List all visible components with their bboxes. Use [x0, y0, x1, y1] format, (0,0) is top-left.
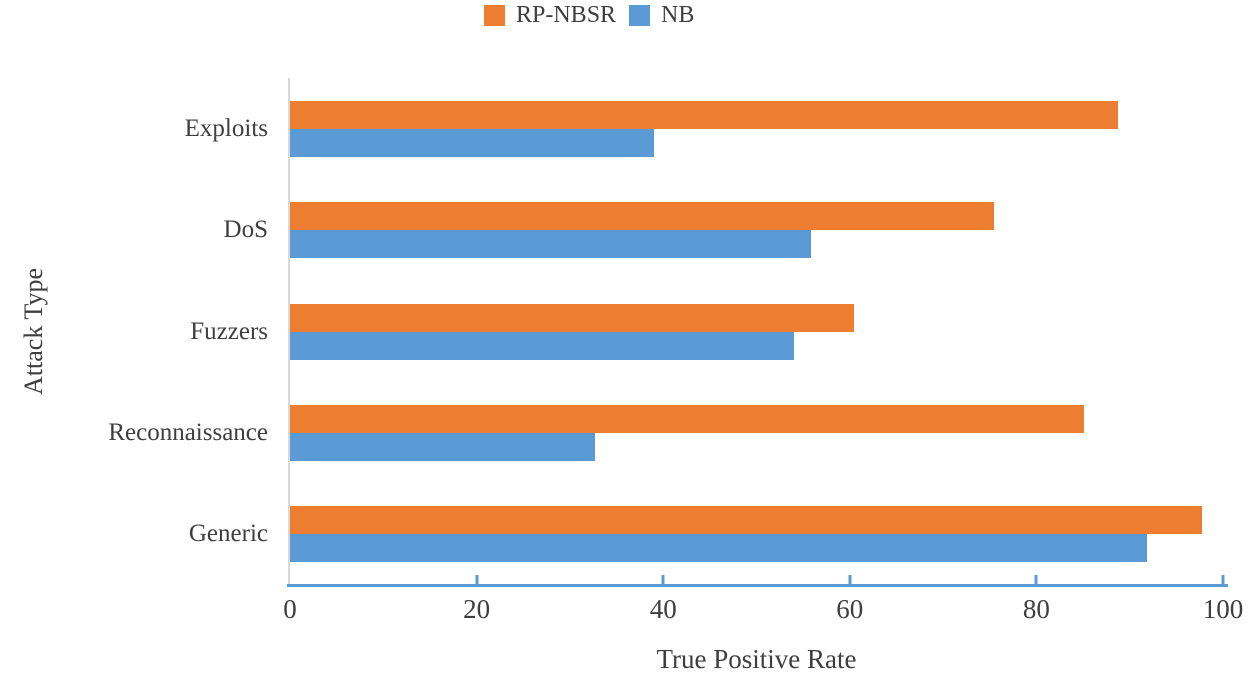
bar-rp-nbsr-exploits [290, 100, 1118, 129]
tick-mark-60 [848, 575, 852, 584]
category-row-dos: DoS [0, 179, 268, 280]
bars-area [290, 78, 1223, 585]
legend-item-nb: NB [629, 2, 694, 29]
legend-label-nb: NB [661, 2, 695, 28]
tick-label-80: 80 [1022, 594, 1050, 624]
x-axis-line [287, 584, 1228, 587]
bar-nb-exploits [290, 128, 654, 157]
category-row-reconnaissance: Reconnaissance [0, 382, 268, 483]
x-axis-title: True Positive Rate [656, 644, 857, 674]
bar-group-exploits [290, 78, 1223, 179]
bar-nb-dos [290, 230, 811, 259]
bar-nb-fuzzers [290, 331, 794, 360]
tick-label-100: 100 [1202, 594, 1244, 624]
tick-label-60: 60 [836, 594, 864, 624]
tick-mark-100 [1221, 575, 1225, 584]
legend: RP-NBSR NB [484, 2, 694, 29]
plot-area [287, 78, 1228, 587]
y-axis-line [288, 78, 290, 587]
category-label-generic: Generic [188, 520, 268, 548]
tick-mark-20 [475, 575, 479, 584]
tick-mark-40 [661, 575, 665, 584]
bar-rp-nbsr-generic [290, 506, 1203, 535]
legend-label-rp-nbsr: RP-NBSR [516, 2, 617, 28]
bar-rp-nbsr-dos [290, 202, 995, 231]
category-label-dos: DoS [223, 216, 268, 244]
bar-group-fuzzers [290, 281, 1223, 382]
bar-group-reconnaissance [290, 382, 1223, 483]
legend-item-rp-nbsr: RP-NBSR [484, 2, 616, 29]
legend-swatch-nb [629, 5, 651, 26]
category-label-reconnaissance: Reconnaissance [108, 418, 268, 446]
bar-group-dos [290, 179, 1223, 280]
category-row-generic: Generic [0, 484, 268, 585]
bar-nb-reconnaissance [290, 432, 596, 461]
bar-nb-generic [290, 534, 1148, 563]
bar-rp-nbsr-fuzzers [290, 303, 855, 332]
tick-label-40: 40 [649, 594, 677, 624]
x-axis-tick-labels: 0 20 40 60 80 100 [283, 594, 1243, 628]
category-row-exploits: Exploits [0, 78, 268, 179]
category-label-exploits: Exploits [184, 114, 268, 142]
bar-group-generic [290, 484, 1223, 585]
category-row-fuzzers: Fuzzers [0, 281, 268, 382]
category-label-fuzzers: Fuzzers [190, 317, 268, 345]
bar-rp-nbsr-reconnaissance [290, 404, 1084, 433]
legend-swatch-rp-nbsr [484, 5, 505, 26]
tick-label-0: 0 [283, 594, 297, 624]
tick-mark-80 [1034, 575, 1038, 584]
tick-label-20: 20 [463, 594, 491, 624]
category-labels: Exploits DoS Fuzzers Reconnaissance Generic [0, 78, 268, 585]
